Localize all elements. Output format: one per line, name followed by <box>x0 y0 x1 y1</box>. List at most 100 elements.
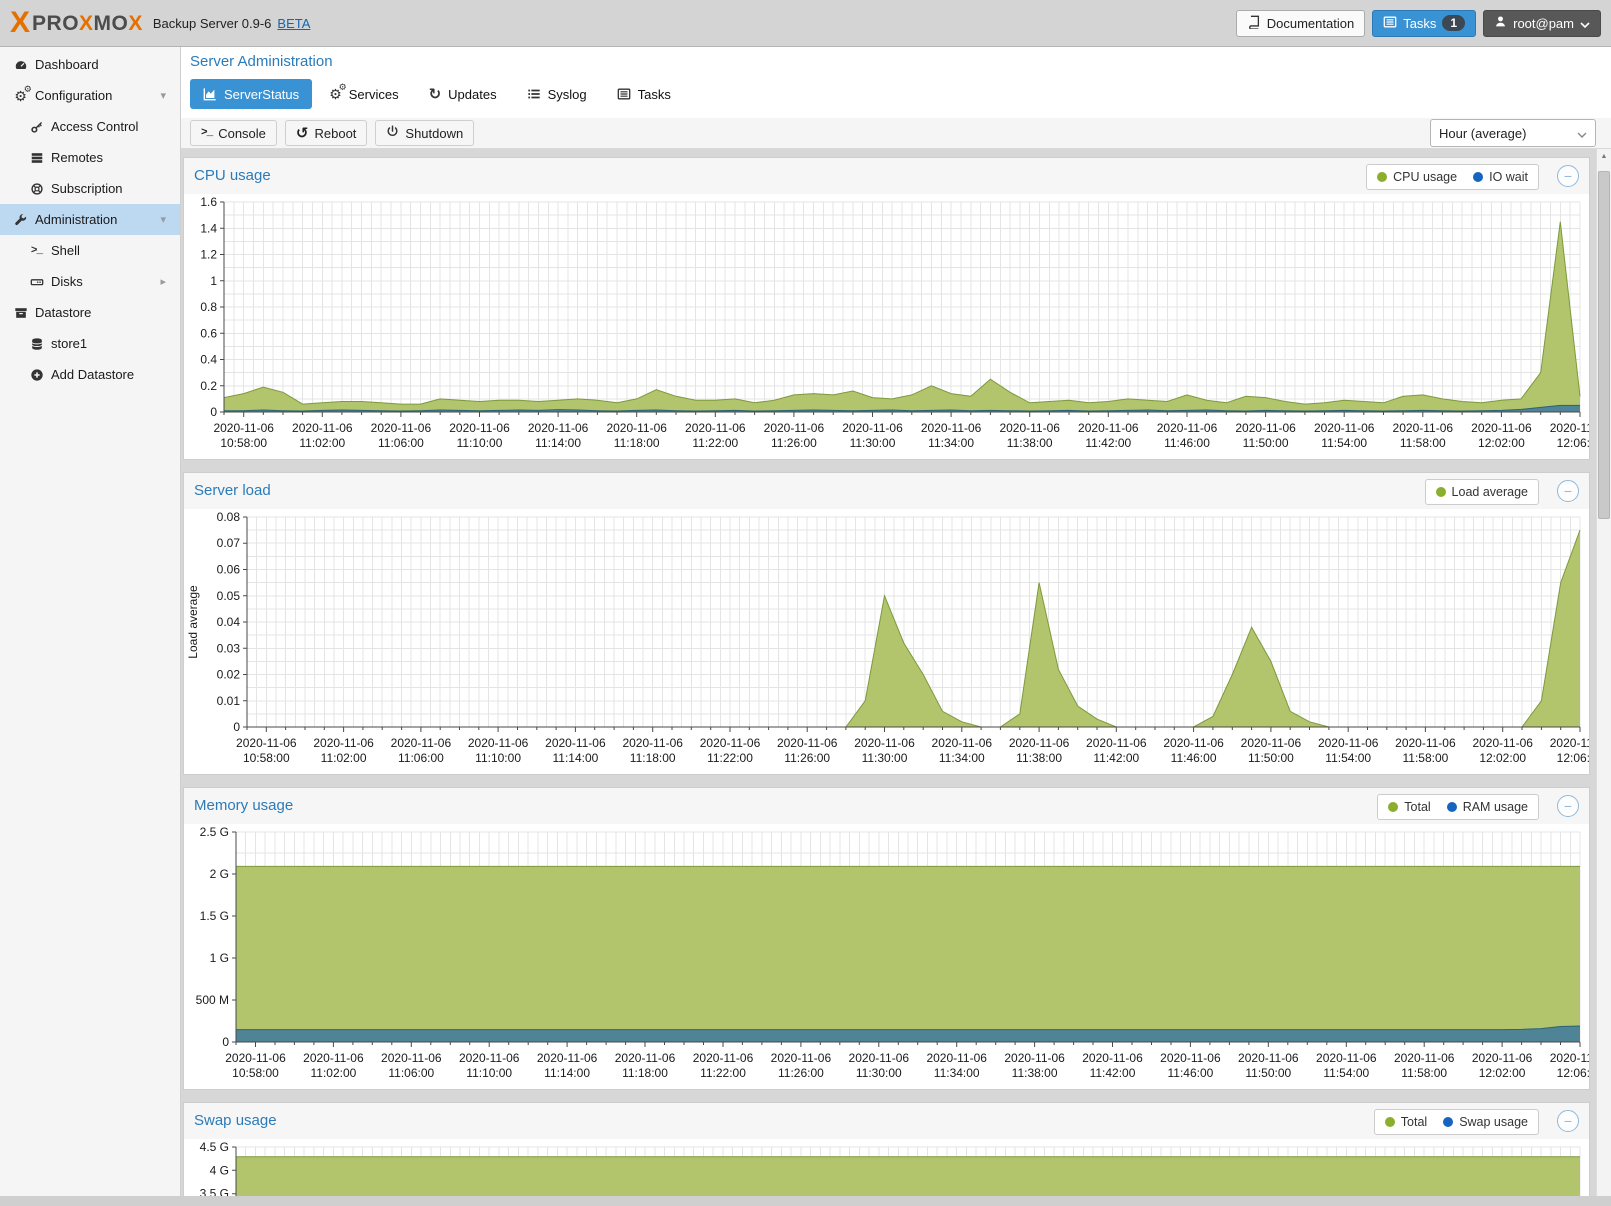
page-title: Server Administration <box>190 53 333 70</box>
life-ring-icon <box>28 182 45 196</box>
series-color-dot <box>1443 1117 1454 1127</box>
collapse-panel-button[interactable]: − <box>1557 795 1579 817</box>
area-chart-icon <box>203 87 217 101</box>
legend-item[interactable]: RAM usage <box>1446 800 1528 814</box>
sidebar-item-access-control[interactable]: Access Control <box>0 111 180 142</box>
tasks-button[interactable]: Tasks 1 <box>1372 9 1477 37</box>
svg-text:2020-11-06: 2020-11-06 <box>213 421 274 435</box>
console-button[interactable]: >_ Console <box>190 120 277 146</box>
svg-text:0.4: 0.4 <box>200 353 217 367</box>
expand-arrow-icon[interactable]: ▾ <box>160 90 166 102</box>
sidebar-label: Subscription <box>51 181 123 196</box>
sidebar-item-configuration[interactable]: ⚙ ⚙ Configuration ▾ <box>0 80 180 111</box>
sidebar-item-subscription[interactable]: Subscription <box>0 173 180 204</box>
sidebar-label: Configuration <box>35 88 113 103</box>
timeframe-select[interactable]: Hour (average) <box>1430 119 1596 147</box>
expand-right-arrow-icon[interactable]: ▸ <box>160 276 166 288</box>
panel-title: Server load <box>194 482 271 499</box>
legend-item[interactable]: Swap usage <box>1443 1115 1528 1129</box>
svg-text:11:14:00: 11:14:00 <box>544 1066 590 1080</box>
svg-text:2020-11-06: 2020-11-06 <box>1082 1051 1143 1065</box>
svg-text:11:26:00: 11:26:00 <box>784 751 830 765</box>
sidebar-item-dashboard[interactable]: Dashboard <box>0 49 180 80</box>
svg-text:2020-11-06: 2020-11-06 <box>1316 1051 1377 1065</box>
legend-item[interactable]: Load average <box>1435 485 1528 499</box>
legend-item[interactable]: IO wait <box>1473 170 1528 184</box>
legend-label: CPU usage <box>1393 170 1458 184</box>
svg-text:2020-11-06: 2020-11-06 <box>1550 736 1589 750</box>
collapse-panel-button[interactable]: − <box>1557 1110 1579 1132</box>
svg-text:2020-11-06: 2020-11-06 <box>1318 736 1379 750</box>
sidebar-item-remotes[interactable]: Remotes <box>0 142 180 173</box>
reboot-button[interactable]: ↺ Reboot <box>284 120 368 146</box>
svg-text:11:18:00: 11:18:00 <box>622 1066 668 1080</box>
vertical-scrollbar[interactable]: ▲ <box>1596 149 1611 1196</box>
legend-label: Total <box>1400 1115 1428 1129</box>
svg-text:2020-11-06: 2020-11-06 <box>1314 421 1375 435</box>
svg-text:1: 1 <box>210 274 217 288</box>
sidebar-label: store1 <box>51 336 88 351</box>
svg-text:10:58:00: 10:58:00 <box>220 436 267 450</box>
sidebar-item-shell[interactable]: >_ Shell <box>0 235 180 266</box>
svg-text:2020-11-06: 2020-11-06 <box>842 421 903 435</box>
book-icon <box>1247 15 1261 32</box>
reboot-icon: ↺ <box>295 124 309 142</box>
scrollbar-thumb[interactable] <box>1598 171 1610 519</box>
sidebar-item-store1[interactable]: store1 <box>0 328 180 359</box>
svg-text:2020-11-06: 2020-11-06 <box>921 421 982 435</box>
tab-services[interactable]: ⚙ ⚙ Services <box>316 79 411 109</box>
tab-updates[interactable]: ↻ Updates <box>416 79 510 109</box>
svg-text:2 G: 2 G <box>210 867 229 881</box>
sidebar-item-datastore[interactable]: Datastore <box>0 297 180 328</box>
scrollbar-up-arrow-icon[interactable]: ▲ <box>1600 153 1608 160</box>
main-content: Server Administration ServerStatus ⚙ ⚙ Se… <box>181 47 1611 1196</box>
expand-arrow-icon[interactable]: ▾ <box>160 214 166 226</box>
svg-text:0: 0 <box>233 720 240 734</box>
documentation-button[interactable]: Documentation <box>1235 9 1366 37</box>
memory-usage-panel: Memory usage Total RAM usage − 2020-11-0… <box>183 787 1590 1090</box>
collapse-panel-button[interactable]: − <box>1557 480 1579 502</box>
svg-text:12:02:00: 12:02:00 <box>1478 436 1525 450</box>
svg-text:2020-11-06: 2020-11-06 <box>468 736 529 750</box>
svg-text:11:30:00: 11:30:00 <box>850 436 896 450</box>
svg-text:11:30:00: 11:30:00 <box>856 1066 902 1080</box>
tab-syslog[interactable]: Syslog <box>514 79 600 109</box>
legend-item[interactable]: Total <box>1384 1115 1428 1129</box>
svg-text:2020-11-06: 2020-11-06 <box>1238 1051 1299 1065</box>
svg-text:11:38:00: 11:38:00 <box>1007 436 1053 450</box>
sidebar-item-administration[interactable]: Administration ▾ <box>0 204 180 235</box>
legend-item[interactable]: Total <box>1388 800 1431 814</box>
sidebar-item-add-datastore[interactable]: Add Datastore <box>0 359 180 390</box>
sidebar-item-disks[interactable]: Disks ▸ <box>0 266 180 297</box>
tab-serverstatus[interactable]: ServerStatus <box>190 79 313 109</box>
cpu-usage-chart: 2020-11-06 10:58:00 2020-11-06 11:02:00 2020… <box>184 194 1589 459</box>
header-actions: Documentation Tasks 1 root@pam <box>1235 9 1601 37</box>
svg-text:2020-11-06: 2020-11-06 <box>615 1051 676 1065</box>
svg-text:2020-11-06: 2020-11-06 <box>1157 421 1218 435</box>
svg-text:11:34:00: 11:34:00 <box>934 1066 980 1080</box>
svg-text:11:42:00: 11:42:00 <box>1090 1066 1136 1080</box>
list-alt-icon <box>617 87 631 101</box>
proxmox-x-logo-icon: X <box>10 6 31 39</box>
tab-tasks[interactable]: Tasks <box>604 79 684 109</box>
legend-item[interactable]: CPU usage <box>1377 170 1457 184</box>
tab-label: Updates <box>448 86 497 102</box>
svg-text:11:34:00: 11:34:00 <box>928 436 974 450</box>
proxmox-logo[interactable]: X PROXMOX <box>10 8 143 38</box>
shutdown-button[interactable]: Shutdown <box>375 120 475 146</box>
reboot-label: Reboot <box>314 125 357 141</box>
sidebar-navigation: Dashboard ⚙ ⚙ Configuration ▾ Access Cont… <box>0 47 181 1196</box>
svg-text:2020-11-06: 2020-11-06 <box>1472 736 1533 750</box>
svg-text:2020-11-06: 2020-11-06 <box>700 736 761 750</box>
svg-text:0.01: 0.01 <box>217 694 241 708</box>
svg-text:2020-11-06: 2020-11-06 <box>1235 421 1296 435</box>
svg-text:11:18:00: 11:18:00 <box>630 751 676 765</box>
svg-text:2020-11-06: 2020-11-06 <box>236 736 297 750</box>
gears-icon: ⚙ ⚙ <box>14 83 32 104</box>
svg-text:2020-11-06: 2020-11-06 <box>685 421 746 435</box>
svg-text:2020-11-06: 2020-11-06 <box>926 1051 987 1065</box>
svg-text:2020-11-06: 2020-11-06 <box>693 1051 754 1065</box>
beta-link[interactable]: BETA <box>277 15 311 31</box>
collapse-panel-button[interactable]: − <box>1557 165 1579 187</box>
user-menu-button[interactable]: root@pam <box>1483 9 1601 37</box>
